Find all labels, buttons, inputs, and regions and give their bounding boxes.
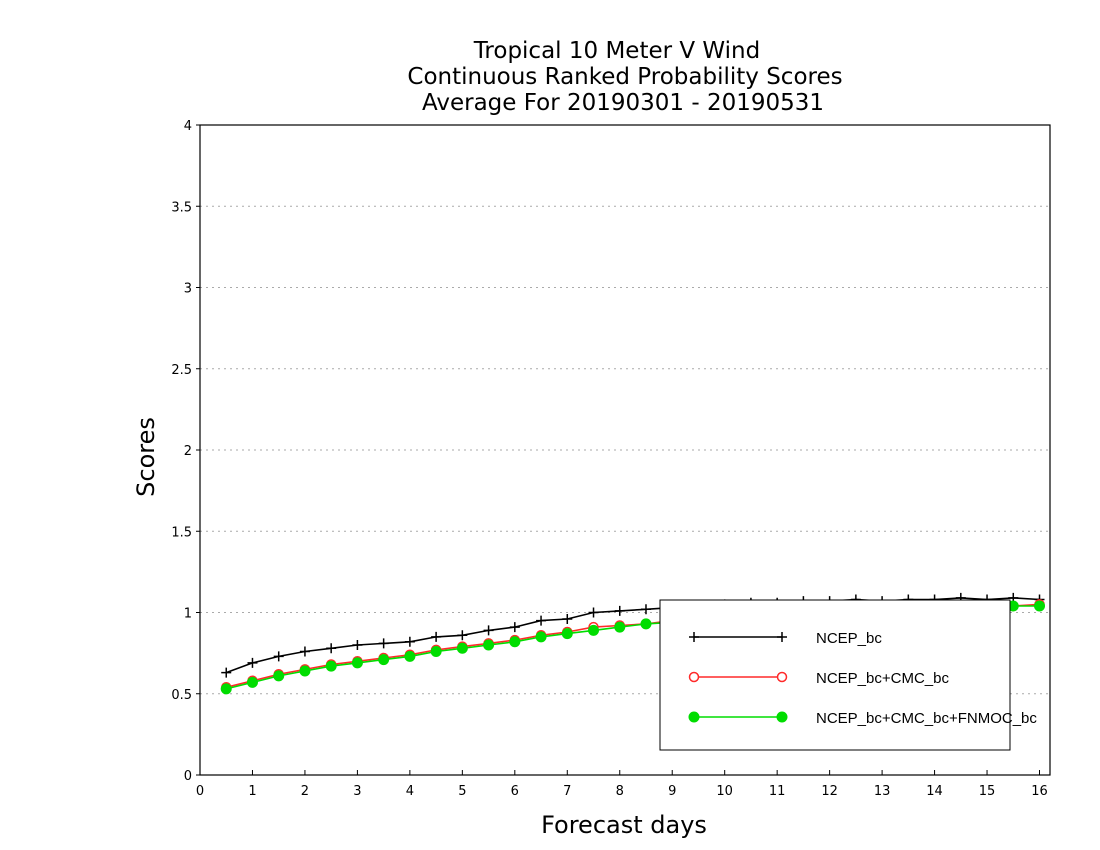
series-0-point-2 <box>273 651 284 662</box>
x-axis-label: Forecast days <box>541 811 707 839</box>
series-2-point-14 <box>588 624 600 636</box>
series-0-point-6 <box>378 638 389 649</box>
x-tick-label-11: 11 <box>769 784 786 799</box>
series-0-point-14 <box>588 607 599 618</box>
legend-label-2: NCEP_bc+CMC_bc+FNMOC_bc <box>816 710 1037 727</box>
series-0-point-12 <box>536 615 547 626</box>
series-0-point-3 <box>299 646 310 657</box>
series-2-point-1 <box>246 676 258 688</box>
x-tick-label-10: 10 <box>716 784 733 799</box>
legend: NCEP_bc NCEP_bc+CMC_bc NCEP_bc+CMC_bc+FNMO… <box>659 599 1037 751</box>
series-2-point-6 <box>378 654 390 666</box>
series-2-point-2 <box>273 670 285 682</box>
series-2-point-12 <box>535 631 547 643</box>
legend-item-0: NCEP_bc <box>689 630 882 647</box>
legend-label-0: NCEP_bc <box>816 630 882 647</box>
y-tick-label-8: 4 <box>184 119 192 134</box>
series-2-point-4 <box>325 660 337 672</box>
legend-label-1: NCEP_bc+CMC_bc <box>816 670 949 687</box>
series-2-point-7 <box>404 650 416 662</box>
y-tick-label-7: 3.5 <box>171 200 192 215</box>
series-2-point-10 <box>483 639 495 651</box>
x-tick-label-2: 2 <box>301 784 309 799</box>
x-tick-label-12: 12 <box>821 784 838 799</box>
series-2-point-3 <box>299 665 311 677</box>
series-0-point-5 <box>352 640 363 650</box>
series-2-point-11 <box>509 636 521 648</box>
y-tick-label-4: 2 <box>184 444 192 459</box>
legend-items: NCEP_bc NCEP_bc+CMC_bc NCEP_bc+CMC_bc+FNMO… <box>688 630 1037 727</box>
title-line-3: Average For 20190301 - 20190531 <box>422 90 824 116</box>
series-0-point-9 <box>457 630 468 641</box>
y-tick-label-6: 3 <box>184 282 192 297</box>
series-0-point-1 <box>247 657 258 668</box>
series-0-point-7 <box>404 636 415 647</box>
y-tick-label-0: 0 <box>184 769 192 784</box>
series-2-point-13 <box>561 628 573 640</box>
series-0-point-15 <box>614 605 625 616</box>
x-tick-label-9: 9 <box>668 784 676 799</box>
x-tick-label-13: 13 <box>874 784 891 799</box>
y-axis-label: Scores <box>132 417 160 497</box>
x-tick-label-8: 8 <box>616 784 624 799</box>
series-2-point-0 <box>220 683 232 695</box>
legend-marker-end-1 <box>776 671 788 683</box>
x-tick-label-5: 5 <box>458 784 466 799</box>
legend-box <box>659 599 1011 751</box>
legend-marker-end-2 <box>776 711 788 723</box>
series-2-point-15 <box>614 621 626 633</box>
series-0-point-11 <box>509 622 520 633</box>
series-0-point-8 <box>431 631 442 642</box>
series-2-point-31 <box>1034 600 1046 612</box>
series-0-point-13 <box>562 614 573 624</box>
x-tick-label-0: 0 <box>196 784 204 799</box>
y-tick-label-3: 1.5 <box>171 525 192 540</box>
x-axis-ticks: 0 1 2 3 4 5 6 7 8 9 10 11 12 13 14 15 16 <box>196 770 1048 799</box>
x-tick-label-16: 16 <box>1031 784 1048 799</box>
series-2-point-8 <box>430 646 442 657</box>
x-tick-label-4: 4 <box>406 784 414 799</box>
legend-marker-start-0 <box>689 632 699 642</box>
legend-marker-start-1 <box>688 671 700 683</box>
series-0-point-10 <box>483 625 494 636</box>
legend-marker-end-0 <box>777 632 787 642</box>
series-2-point-16 <box>640 618 652 630</box>
x-tick-label-1: 1 <box>248 784 256 799</box>
y-tick-label-2: 1 <box>184 607 192 622</box>
x-tick-label-14: 14 <box>926 784 943 799</box>
x-tick-label-6: 6 <box>511 784 519 799</box>
x-tick-label-15: 15 <box>979 784 996 799</box>
series-2-point-9 <box>456 642 468 654</box>
chart-title: Tropical 10 Meter V Wind Continuous Rank… <box>407 38 842 116</box>
series-0-point-0 <box>221 667 232 678</box>
x-tick-label-3: 3 <box>353 784 361 799</box>
y-tick-label-1: 0.5 <box>171 688 192 703</box>
x-tick-label-7: 7 <box>563 784 571 799</box>
y-axis-ticks: 0 0.5 1 1.5 2 2.5 3 3.5 4 <box>171 119 200 784</box>
legend-marker-start-2 <box>688 711 700 723</box>
y-tick-label-5: 2.5 <box>171 363 192 378</box>
series-0-point-4 <box>326 643 337 654</box>
title-line-1: Tropical 10 Meter V Wind <box>473 38 760 64</box>
series-0-point-16 <box>640 604 651 615</box>
series-2-point-5 <box>351 657 363 669</box>
legend-item-2: NCEP_bc+CMC_bc+FNMOC_bc <box>688 710 1037 727</box>
legend-item-1: NCEP_bc+CMC_bc <box>688 670 949 687</box>
title-line-2: Continuous Ranked Probability Scores <box>407 64 842 90</box>
